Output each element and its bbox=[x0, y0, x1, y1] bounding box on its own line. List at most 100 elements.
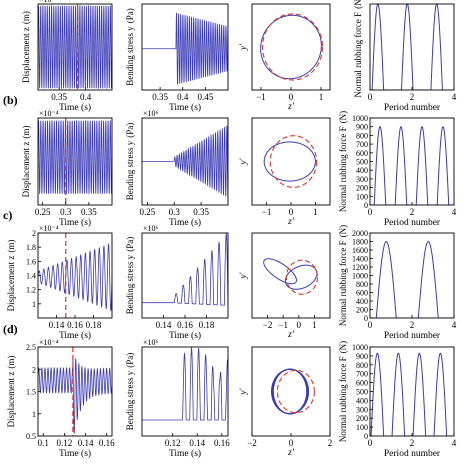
y-axis-label-unit: (N) bbox=[353, 0, 363, 9]
x-axis-label: Time (s) bbox=[169, 102, 201, 113]
y-tick-label: 400 bbox=[356, 396, 368, 405]
x-tick-label: −2 bbox=[247, 438, 257, 448]
y-axis-label-text: Displacement z bbox=[6, 372, 16, 428]
clearance-circle bbox=[261, 13, 324, 81]
x-tick-label: 4 bbox=[452, 320, 457, 330]
x-tick-label: 0.25 bbox=[35, 207, 51, 217]
signal-trace bbox=[142, 12, 228, 85]
panel: 0 2 4 0200400600800100012001400160018002000… bbox=[338, 225, 457, 341]
y-tick-label: 2.5 bbox=[26, 343, 36, 352]
x-tick-label: 0 bbox=[368, 438, 373, 448]
y-axis-label-text: Displacement z bbox=[6, 256, 16, 312]
y-tick-label: 400 bbox=[356, 297, 368, 306]
x-tick-label: 0.14 bbox=[49, 320, 65, 330]
x-tick-label: 0.3 bbox=[60, 207, 72, 217]
y-axis-label: Normal rubbing force F (N) bbox=[353, 0, 363, 98]
x-axis-label: Period number bbox=[384, 449, 441, 459]
y-tick-label: 0.5 bbox=[26, 432, 36, 441]
clearance-circle bbox=[269, 135, 318, 188]
y-axis-label: Displacement z (m) bbox=[21, 11, 31, 83]
y-axis-label-text: Bending stress y bbox=[125, 254, 135, 314]
panel: −1 0 1 z' y' bbox=[238, 3, 331, 112]
x-axis-label: Time (s) bbox=[59, 448, 91, 459]
y-axis-label-text: y' bbox=[238, 157, 248, 165]
orbit-trace bbox=[263, 141, 316, 182]
axes-frame bbox=[251, 232, 331, 319]
axis-exponent: ×10⁶ bbox=[143, 109, 159, 118]
y-tick-label: 0 bbox=[364, 432, 368, 441]
y-axis-label: Bending stress y (Pa) bbox=[125, 123, 135, 201]
x-tick-label: 0.14 bbox=[189, 438, 205, 448]
x-tick-label: 0 bbox=[289, 92, 294, 102]
x-tick-label: −1 bbox=[262, 207, 272, 217]
x-tick-label: 0.16 bbox=[214, 438, 230, 448]
plot-area bbox=[270, 368, 315, 415]
x-tick-label: 2 bbox=[328, 438, 333, 448]
x-tick-label: 0.16 bbox=[177, 320, 193, 330]
x-tick-label: 0.12 bbox=[165, 438, 181, 448]
x-tick-label: 0.35 bbox=[51, 92, 67, 102]
y-tick-label: 1.6 bbox=[26, 257, 36, 266]
y-axis-label-text: Normal rubbing force F bbox=[353, 12, 363, 98]
y-axis-label-text: Displacement z bbox=[21, 27, 31, 83]
plot-area bbox=[142, 347, 228, 421]
y-tick-label: 0 bbox=[364, 201, 368, 210]
y-axis-label-text: Bending stress y bbox=[125, 140, 135, 200]
signal-trace bbox=[142, 233, 228, 306]
x-tick-label: 0 bbox=[368, 92, 373, 102]
y-axis-label: Normal rubbing force F (N) bbox=[338, 341, 348, 442]
y-axis-label: Displacement z (m) bbox=[21, 126, 31, 198]
y-tick-label: 700 bbox=[356, 140, 368, 149]
y-tick-label: 900 bbox=[356, 352, 368, 361]
y-tick-label: 400 bbox=[356, 166, 368, 175]
x-tick-label: 0 bbox=[368, 320, 373, 330]
plot-area bbox=[38, 4, 112, 90]
y-axis-label-unit: (Pa) bbox=[125, 8, 135, 23]
y-axis-label-text: y' bbox=[238, 271, 248, 279]
x-tick-label: 2 bbox=[410, 207, 415, 217]
plot-area bbox=[38, 233, 112, 318]
x-axis-label: Period number bbox=[384, 331, 441, 341]
panel: 0.14 0.16 0.18 1 1.2 1.4 1.6 1.8 2 Time (s) Displa… bbox=[6, 224, 113, 341]
axis-exponent: ×10⁻⁴ bbox=[39, 224, 59, 233]
x-tick-label: 1 bbox=[319, 92, 324, 102]
y-axis-label-text: Normal rubbing force F bbox=[338, 240, 348, 326]
y-tick-label: 600 bbox=[356, 379, 368, 388]
y-axis-label: Bending stress y (Pa) bbox=[125, 8, 135, 86]
x-axis-label: Time (s) bbox=[59, 102, 91, 113]
x-tick-label: 0 bbox=[289, 207, 294, 217]
signal-trace bbox=[38, 119, 112, 195]
y-tick-label: 300 bbox=[356, 175, 368, 184]
panel: −2 0 2 z' y' bbox=[238, 346, 333, 458]
y-tick-label: 1000 bbox=[352, 343, 368, 352]
x-tick-label: 2 bbox=[410, 438, 415, 448]
axis-exponent: ×10⁻⁴ bbox=[39, 338, 59, 347]
y-axis-label: Bending stress y (Pa) bbox=[125, 353, 135, 431]
axes-frame bbox=[141, 232, 229, 319]
orbit-trace bbox=[260, 14, 322, 80]
y-axis-label: Bending stress y (Pa) bbox=[125, 237, 135, 315]
y-axis-label: y' bbox=[238, 157, 248, 165]
y-tick-label: 200 bbox=[356, 184, 368, 193]
x-axis-label: z' bbox=[287, 102, 295, 112]
y-tick-label: 1 bbox=[32, 410, 36, 419]
x-tick-label: 0.16 bbox=[99, 438, 115, 448]
plot-area bbox=[263, 258, 319, 295]
x-tick-label: 0 bbox=[297, 320, 302, 330]
x-axis-label: z' bbox=[287, 217, 295, 227]
x-tick-label: 0.35 bbox=[81, 207, 97, 217]
y-tick-label: 1.2 bbox=[26, 286, 36, 295]
axis-exponent: ×10⁻⁴ bbox=[39, 0, 59, 4]
y-axis-label: Displacement z (m) bbox=[6, 240, 16, 312]
y-axis-label-text: Normal rubbing force F bbox=[338, 356, 348, 442]
y-tick-label: 1000 bbox=[352, 114, 368, 123]
y-tick-label: 1800 bbox=[352, 238, 368, 247]
x-tick-label: 0.1 bbox=[38, 438, 49, 448]
x-tick-label: 2 bbox=[410, 320, 415, 330]
y-axis-label: y' bbox=[238, 387, 248, 395]
signal-trace bbox=[142, 125, 228, 199]
y-axis-label-text: Displacement z bbox=[21, 142, 31, 198]
y-axis-label-text: y' bbox=[238, 43, 248, 51]
